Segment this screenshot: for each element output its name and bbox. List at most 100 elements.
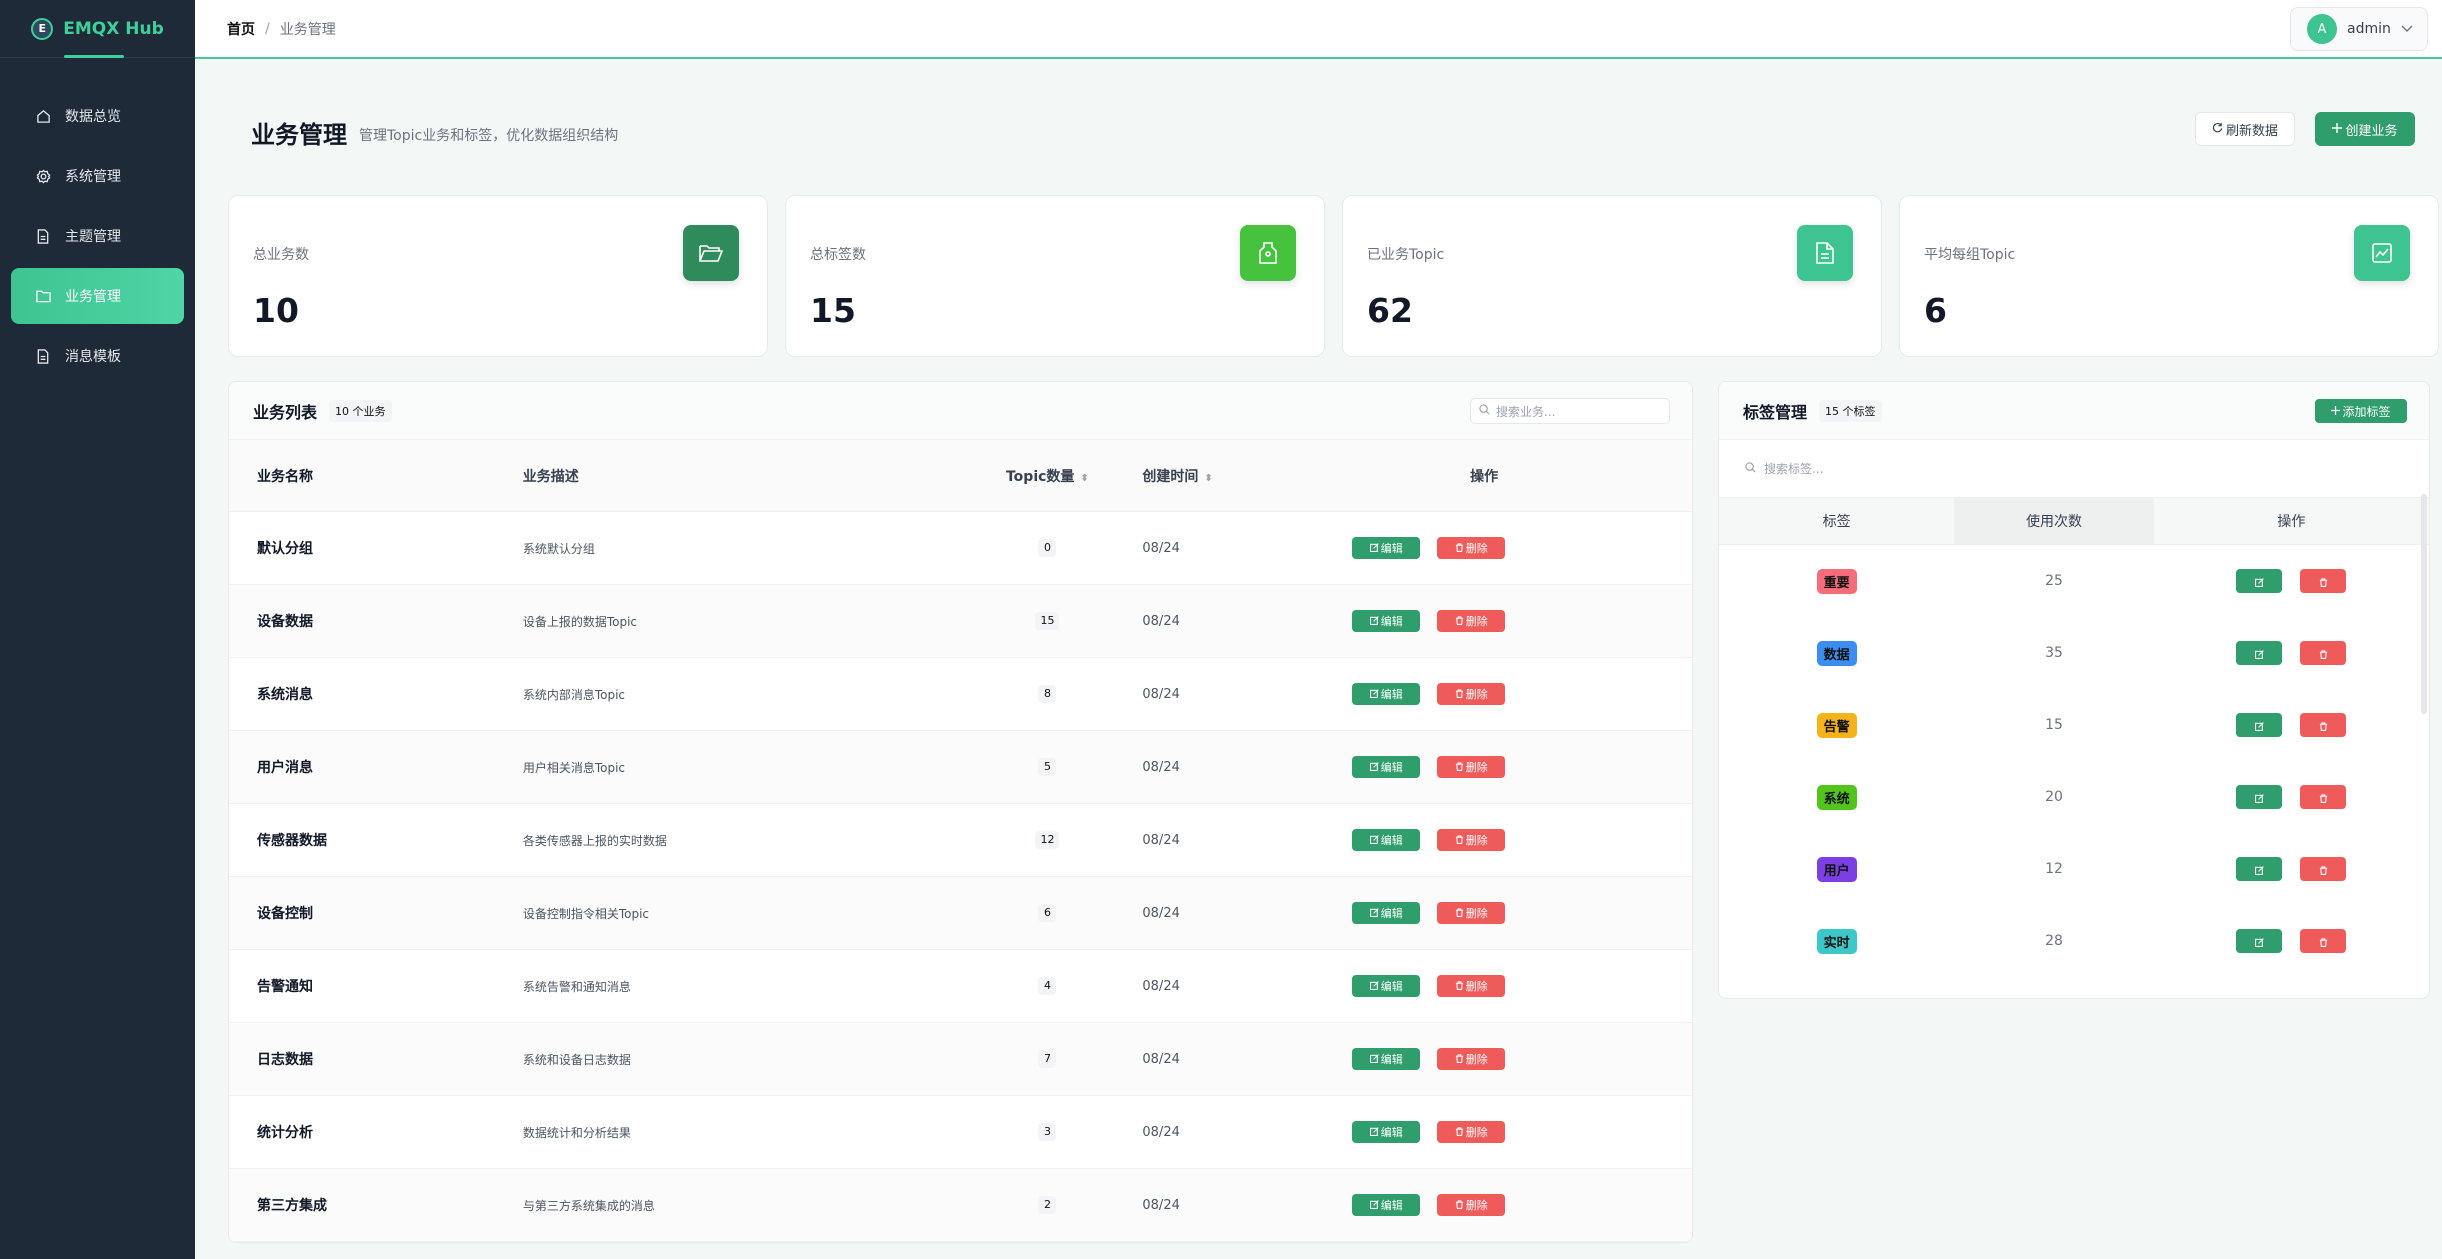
edit-tag-button[interactable] — [2236, 929, 2283, 953]
delete-tag-button[interactable] — [2300, 569, 2347, 593]
delete-tag-button[interactable] — [2300, 929, 2347, 953]
topic-count-badge: 12 — [1035, 831, 1060, 849]
brand-underline — [64, 55, 124, 58]
tag-cell: 告警 — [1719, 712, 1954, 738]
delete-button[interactable]: 删除 — [1437, 683, 1506, 705]
tag-management-panel: 标签管理 15 个标签 添加标签 搜索标签... 标签 使用次数 操作 重要 25… — [1718, 381, 2430, 999]
delete-button[interactable]: 删除 — [1437, 1121, 1506, 1143]
topic-count-cell: 2 — [953, 1196, 1143, 1214]
delete-button[interactable]: 删除 — [1437, 610, 1506, 632]
plus-icon — [2332, 122, 2343, 137]
tag-pill: 用户 — [1816, 856, 1857, 882]
edit-icon — [2254, 572, 2264, 591]
sidebar-item-business[interactable]: 业务管理 — [11, 268, 184, 324]
tag-search-input[interactable]: 搜索标签... — [1719, 440, 2429, 498]
delete-button[interactable]: 删除 — [1437, 537, 1506, 559]
edit-button[interactable]: 编辑 — [1352, 975, 1421, 997]
edit-button[interactable]: 编辑 — [1352, 537, 1421, 559]
edit-button[interactable]: 编辑 — [1352, 756, 1421, 778]
edit-button[interactable]: 编辑 — [1352, 1048, 1421, 1070]
create-label: 创建业务 — [2345, 123, 2398, 139]
business-description: 系统告警和通知消息 — [522, 979, 631, 994]
brand-name: EMQX Hub — [63, 18, 164, 39]
brand[interactable]: E EMQX Hub — [0, 0, 195, 58]
edit-button[interactable]: 编辑 — [1352, 1194, 1421, 1216]
edit-button[interactable]: 编辑 — [1352, 683, 1421, 705]
breadcrumb-home[interactable]: 首页 — [227, 21, 255, 38]
table-row: 系统消息 系统内部消息Topic 8 08/24 编辑 删除 — [229, 658, 1692, 731]
sidebar-item-templates[interactable]: 消息模板 — [11, 328, 184, 384]
column-header-created-time[interactable]: 创建时间 ⬍ — [1142, 466, 1352, 486]
delete-button[interactable]: 删除 — [1437, 756, 1506, 778]
table-row: 传感器数据 各类传感器上报的实时数据 12 08/24 编辑 删除 — [229, 804, 1692, 877]
edit-tag-button[interactable] — [2236, 785, 2283, 809]
folder-open-icon — [683, 225, 739, 281]
create-business-button[interactable]: 创建业务 — [2315, 112, 2415, 146]
tag-pill: 实时 — [1816, 928, 1857, 954]
trash-icon — [1455, 1053, 1464, 1066]
business-description: 用户相关消息Topic — [522, 760, 625, 775]
stat-label: 总标签数 — [810, 247, 866, 263]
stat-value: 15 — [810, 291, 856, 330]
delete-label: 删除 — [1465, 1199, 1488, 1212]
table-row: 告警通知 系统告警和通知消息 4 08/24 编辑 删除 — [229, 950, 1692, 1023]
add-tag-button[interactable]: 添加标签 — [2315, 399, 2407, 423]
file-text-icon — [1797, 225, 1853, 281]
edit-icon — [1369, 542, 1379, 555]
sort-icon[interactable]: ⬍ — [1204, 472, 1213, 484]
trash-icon — [1455, 615, 1464, 628]
delete-tag-button[interactable] — [2300, 857, 2347, 881]
tag-table-scrollbar[interactable] — [2421, 494, 2427, 714]
sidebar-item-system[interactable]: 系统管理 — [11, 148, 184, 204]
delete-tag-button[interactable] — [2300, 713, 2347, 737]
table-row: 默认分组 系统默认分组 0 08/24 编辑 删除 — [229, 512, 1692, 585]
edit-label: 编辑 — [1380, 615, 1403, 628]
edit-button[interactable]: 编辑 — [1352, 902, 1421, 924]
edit-tag-button[interactable] — [2236, 857, 2283, 881]
sort-icon[interactable]: ⬍ — [1080, 472, 1089, 484]
edit-icon — [1369, 761, 1379, 774]
edit-button[interactable]: 编辑 — [1352, 610, 1421, 632]
business-name: 告警通知 — [257, 979, 313, 995]
delete-button[interactable]: 删除 — [1437, 975, 1506, 997]
refresh-button[interactable]: 刷新数据 — [2195, 112, 2295, 146]
tag-row: 用户 12 — [1719, 833, 2429, 905]
business-description: 各类传感器上报的实时数据 — [522, 833, 667, 848]
edit-label: 编辑 — [1380, 1199, 1403, 1212]
edit-tag-button[interactable] — [2236, 569, 2283, 593]
edit-button[interactable]: 编辑 — [1352, 829, 1421, 851]
sidebar-nav: 数据总览 系统管理 主题管理 业务管理 消息模板 — [0, 58, 195, 384]
column-header-tag: 标签 — [1822, 514, 1851, 530]
table-row: 第三方集成 与第三方系统集成的消息 2 08/24 编辑 删除 — [229, 1169, 1692, 1242]
column-header-topic-count[interactable]: Topic数量 ⬍ — [952, 466, 1142, 486]
delete-button[interactable]: 删除 — [1437, 1194, 1506, 1216]
user-menu[interactable]: A admin — [2290, 7, 2428, 51]
top-header: 首页 / 业务管理 A admin — [195, 0, 2442, 59]
delete-label: 删除 — [1465, 542, 1488, 555]
edit-icon — [2254, 788, 2264, 807]
business-name: 用户消息 — [257, 760, 313, 776]
delete-button[interactable]: 删除 — [1437, 829, 1506, 851]
delete-label: 删除 — [1465, 1126, 1488, 1139]
created-time: 08/24 — [1142, 540, 1180, 556]
sidebar-item-topics[interactable]: 主题管理 — [11, 208, 184, 264]
edit-tag-button[interactable] — [2236, 713, 2283, 737]
edit-tag-button[interactable] — [2236, 641, 2283, 665]
delete-tag-button[interactable] — [2300, 641, 2347, 665]
stat-value: 62 — [1367, 291, 1413, 330]
sidebar-item-label: 业务管理 — [65, 289, 121, 305]
topic-count-cell: 8 — [953, 685, 1143, 703]
delete-tag-button[interactable] — [2300, 785, 2347, 809]
sidebar-item-overview[interactable]: 数据总览 — [11, 88, 184, 144]
delete-button[interactable]: 删除 — [1437, 1048, 1506, 1070]
stat-label: 总业务数 — [253, 247, 309, 263]
tag-actions — [2154, 785, 2429, 809]
edit-button[interactable]: 编辑 — [1352, 1121, 1421, 1143]
topic-count-cell: 12 — [953, 831, 1143, 849]
delete-label: 删除 — [1465, 615, 1488, 628]
delete-button[interactable]: 删除 — [1437, 902, 1506, 924]
edit-icon — [1369, 1126, 1379, 1139]
created-time: 08/24 — [1142, 613, 1180, 629]
business-search-input[interactable]: 搜索业务... — [1470, 398, 1670, 424]
tag-panel-header: 标签管理 15 个标签 添加标签 — [1719, 382, 2429, 440]
